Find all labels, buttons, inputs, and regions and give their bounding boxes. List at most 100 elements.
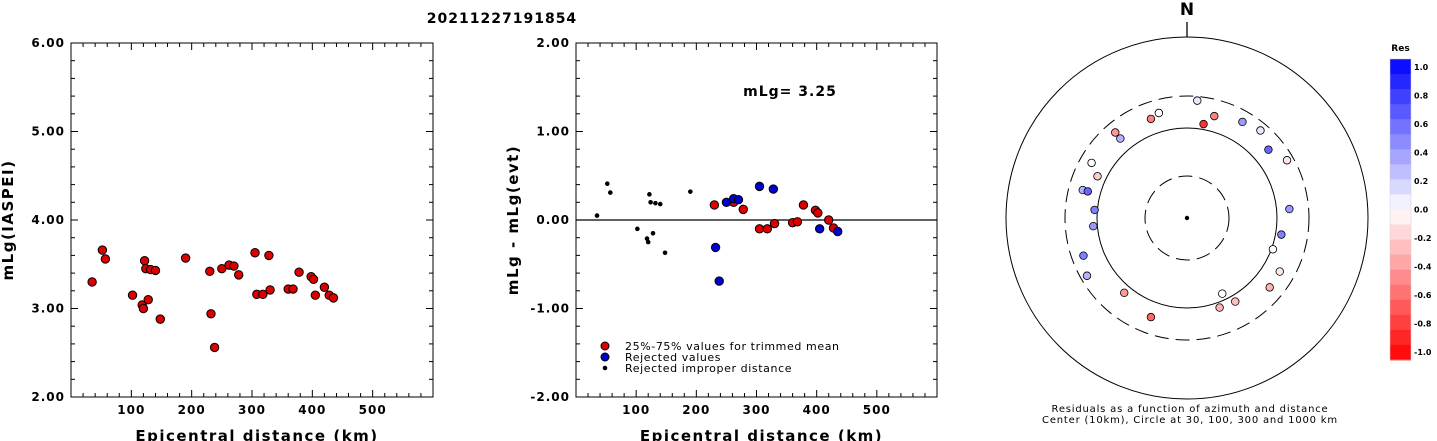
rejected-distance-point <box>594 213 600 218</box>
figure-title: 20211227191854 <box>427 11 577 27</box>
rejected-distance-point <box>648 200 653 205</box>
station-residual-point <box>1215 303 1224 312</box>
data-point <box>97 245 108 255</box>
rejected-distance-point <box>662 250 668 256</box>
plot-frame <box>70 42 434 398</box>
station-residual-point <box>1218 289 1227 298</box>
x-tick-label: 400 <box>298 403 326 417</box>
x-tick-label: 300 <box>742 403 770 417</box>
colorbar-segment <box>1390 344 1411 361</box>
x-tick-label: 200 <box>178 403 206 417</box>
y-tick-label: 5.00 <box>31 125 65 139</box>
legend-marker <box>600 341 610 351</box>
rejected-point <box>768 184 779 194</box>
data-point <box>308 274 319 284</box>
station-residual-point <box>1199 119 1208 129</box>
legend-label: Rejected improper distance <box>625 362 792 375</box>
magnitude-panel: 2.00 3.00 4.00 5.00 6.00 100 200 300 400 500 Epice… <box>0 36 434 441</box>
data-point <box>206 309 216 319</box>
colorbar-segment <box>1390 149 1411 165</box>
station-residual-point <box>1264 145 1273 154</box>
data-point <box>234 270 244 280</box>
colorbar-tick-label: 0.2 <box>1414 177 1428 186</box>
trimmed-mean-point <box>813 208 823 218</box>
station-residual-point <box>1193 96 1202 105</box>
azimuth-panel: N Res 1.0 0.8 0.6 0.4 0.2 0.0 -0.2 -0.4 -0.6 -0.8 -1… <box>1005 0 1432 426</box>
center-marker <box>1184 215 1190 221</box>
station-residual-point <box>1087 158 1096 168</box>
data-point <box>265 285 275 295</box>
colorbar-segment <box>1390 209 1411 226</box>
trimmed-mean-point <box>762 224 773 234</box>
station-residual-point <box>1285 204 1294 214</box>
data-point <box>127 290 138 300</box>
trimmed-mean-point <box>769 218 780 229</box>
y-axis-label: mLg(IASPEI) <box>0 160 17 281</box>
y-tick-label: 2.00 <box>536 36 570 50</box>
trimmed-mean-point <box>824 215 834 225</box>
rejected-point <box>714 276 724 286</box>
rejected-point <box>710 242 721 253</box>
x-axis-label: Epicentral distance (km) <box>640 427 883 441</box>
x-tick-label: 400 <box>803 403 831 417</box>
station-residual-point <box>1268 245 1278 254</box>
colorbar-segment <box>1390 179 1411 195</box>
station-residual-point <box>1093 172 1102 181</box>
data-point <box>100 254 111 264</box>
station-residual-point <box>1089 221 1098 231</box>
colorbar-segment <box>1390 224 1411 241</box>
y-tick-label: 0.00 <box>536 213 570 227</box>
rejected-distance-point <box>607 190 613 195</box>
data-point <box>139 256 150 266</box>
y-tick-label: -2.00 <box>530 390 570 404</box>
y-tick-label: 1.00 <box>536 125 570 139</box>
station-residual-point <box>1146 312 1156 322</box>
colorbar-segment <box>1390 74 1411 90</box>
y-tick-label: 6.00 <box>31 36 65 50</box>
y-tick-label: -1.00 <box>530 302 570 316</box>
x-tick-label: 500 <box>863 403 891 417</box>
rejected-point <box>833 226 843 237</box>
station-residual-point <box>1238 117 1247 127</box>
data-point <box>87 277 97 287</box>
station-residual-point <box>1116 134 1125 143</box>
station-residual-point <box>1256 126 1265 135</box>
rejected-distance-point <box>657 201 663 207</box>
circle-300km <box>1064 95 1310 341</box>
station-residual-point <box>1265 283 1274 292</box>
colorbar-tick-label: -0.8 <box>1414 320 1432 329</box>
station-residual-point <box>1210 111 1219 121</box>
colorbar-tick-label: 0.8 <box>1414 92 1429 101</box>
colorbar-tick-label: -0.2 <box>1414 234 1432 243</box>
station-residual-point <box>1275 267 1284 276</box>
rejected-distance-point <box>647 192 652 197</box>
station-residual-point <box>1282 156 1292 165</box>
data-point <box>155 314 165 324</box>
rejected-point <box>733 194 744 205</box>
circle-100km <box>1096 127 1278 309</box>
data-point <box>328 293 339 303</box>
station-residual-point <box>1120 288 1129 297</box>
colorbar-tick-label: -0.6 <box>1414 291 1432 300</box>
colorbar-segment <box>1390 299 1411 316</box>
data-point <box>143 294 153 305</box>
colorbar-segment <box>1390 119 1411 135</box>
station-residual-point <box>1079 251 1088 260</box>
trimmed-mean-point <box>738 204 748 215</box>
rejected-distance-point <box>650 230 656 236</box>
legend-marker <box>602 365 608 371</box>
legend-label: Rejected values <box>625 351 721 364</box>
rejected-distance-point <box>644 236 650 241</box>
station-residual-point <box>1146 114 1156 124</box>
x-tick-label: 500 <box>359 403 387 417</box>
colorbar-segment <box>1390 194 1411 210</box>
x-tick-label: 100 <box>117 403 145 417</box>
magnitude-annotation: mLg= 3.25 <box>743 84 837 100</box>
legend-marker <box>600 352 610 362</box>
trimmed-mean-point <box>754 224 765 234</box>
data-point <box>294 267 304 277</box>
data-point <box>310 290 321 300</box>
rejected-point <box>814 224 825 234</box>
colorbar-segment <box>1390 314 1411 331</box>
colorbar-tick-label: 0.6 <box>1414 120 1429 129</box>
